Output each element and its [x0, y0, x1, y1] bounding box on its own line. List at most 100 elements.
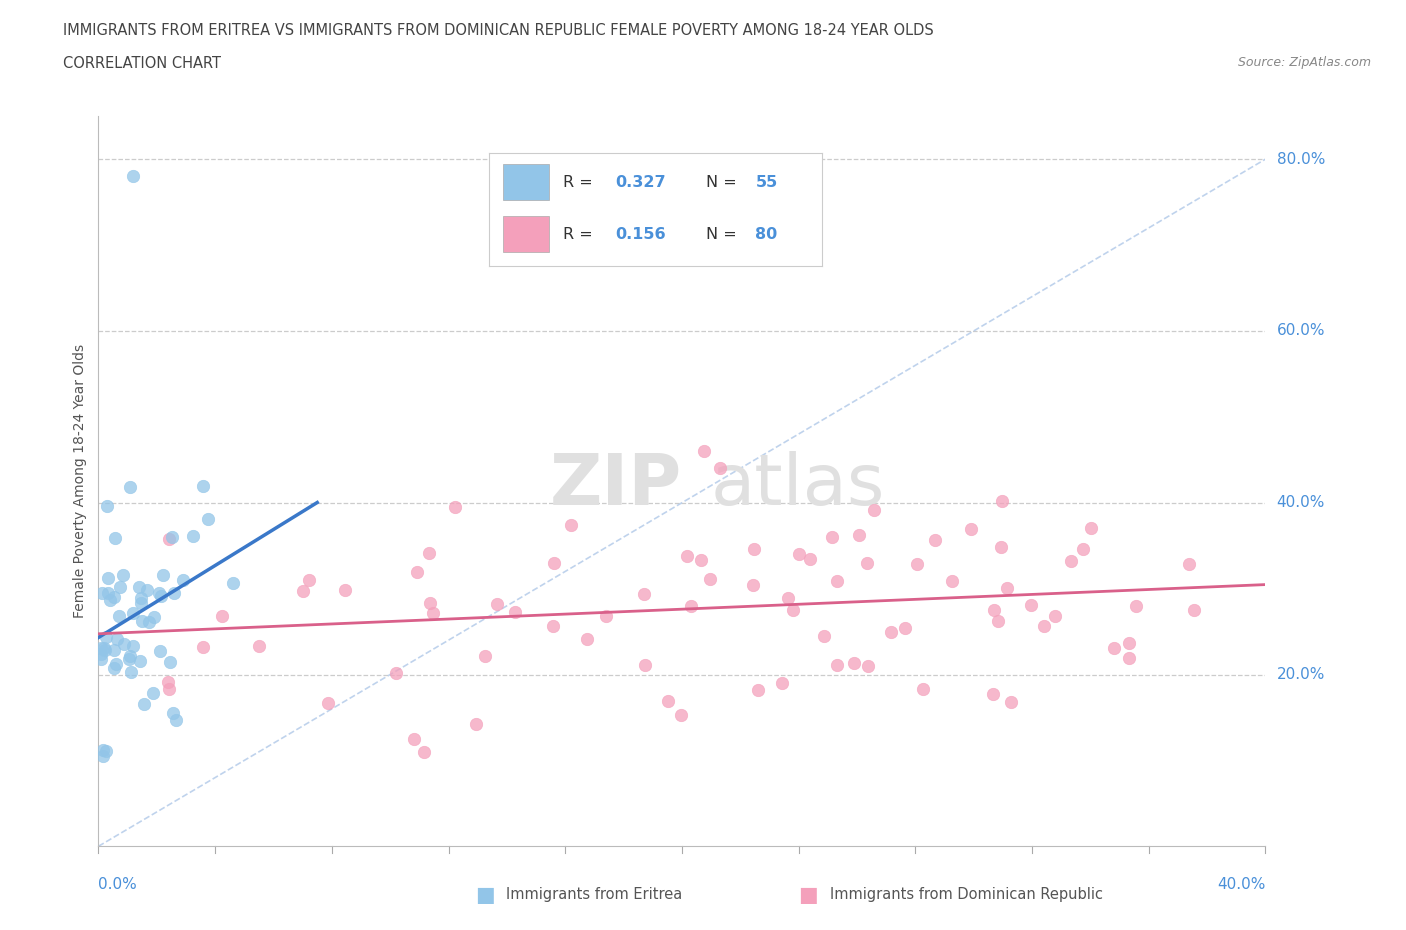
Point — [165, 712, 187, 727]
Text: Immigrants from Eritrea: Immigrants from Eritrea — [506, 887, 682, 902]
Point — [90, 641, 112, 656]
Point — [121, 639, 143, 654]
Point — [96, 498, 118, 513]
Point — [657, 694, 679, 709]
Point — [96, 630, 118, 644]
Point — [1118, 635, 1140, 650]
Point — [136, 583, 159, 598]
Point — [676, 549, 699, 564]
Point — [575, 631, 598, 646]
Point — [991, 494, 1014, 509]
Point — [1019, 597, 1042, 612]
Point — [990, 539, 1012, 554]
Point — [1104, 640, 1126, 655]
Point — [91, 585, 114, 600]
Point — [709, 461, 731, 476]
Point — [474, 649, 496, 664]
Point — [893, 621, 915, 636]
Point — [335, 582, 357, 597]
Point — [693, 444, 716, 458]
Point — [138, 615, 160, 630]
Point — [94, 643, 117, 658]
Point — [94, 744, 117, 759]
Point — [742, 578, 765, 592]
Point — [211, 609, 233, 624]
Point — [134, 697, 156, 711]
Point — [1184, 603, 1206, 618]
Point — [97, 586, 120, 601]
Point — [995, 580, 1018, 595]
Point — [1043, 609, 1066, 624]
Point — [91, 743, 114, 758]
Point — [247, 638, 270, 653]
Point — [412, 744, 434, 759]
Point — [143, 609, 166, 624]
Point — [118, 648, 141, 663]
Point — [98, 592, 121, 607]
Text: 40.0%: 40.0% — [1218, 877, 1265, 892]
Text: CORRELATION CHART: CORRELATION CHART — [63, 56, 221, 71]
Point — [148, 585, 170, 600]
Point — [782, 603, 804, 618]
Point — [848, 527, 870, 542]
Text: Immigrants from Dominican Republic: Immigrants from Dominican Republic — [830, 887, 1102, 902]
Point — [560, 518, 582, 533]
Text: Source: ZipAtlas.com: Source: ZipAtlas.com — [1237, 56, 1371, 69]
Point — [825, 658, 848, 672]
Text: 20.0%: 20.0% — [1277, 667, 1324, 682]
Point — [981, 686, 1004, 701]
Point — [91, 749, 114, 764]
Point — [402, 732, 425, 747]
Point — [1000, 695, 1022, 710]
Text: ■: ■ — [475, 884, 495, 905]
Point — [120, 665, 142, 680]
Point — [118, 480, 141, 495]
Point — [541, 618, 564, 633]
Point — [418, 595, 440, 610]
Point — [856, 658, 879, 673]
Text: 80.0%: 80.0% — [1277, 152, 1324, 166]
Point — [422, 606, 444, 621]
Point — [157, 531, 180, 546]
Point — [742, 542, 765, 557]
Point — [160, 529, 183, 544]
Point — [863, 502, 886, 517]
Point — [292, 583, 315, 598]
Point — [129, 595, 152, 610]
Point — [699, 572, 721, 587]
Point — [90, 646, 112, 661]
Point — [633, 586, 655, 601]
Point — [385, 665, 408, 680]
Point — [444, 499, 467, 514]
Point — [821, 530, 844, 545]
Point — [1125, 598, 1147, 613]
Point — [129, 654, 152, 669]
Point — [181, 528, 204, 543]
Point — [162, 706, 184, 721]
Point — [789, 547, 811, 562]
Point — [93, 641, 115, 656]
Point — [924, 533, 946, 548]
Point — [104, 657, 127, 671]
Point — [122, 169, 145, 184]
Point — [503, 604, 526, 619]
Point — [152, 567, 174, 582]
Point — [799, 551, 821, 566]
Point — [813, 629, 835, 644]
Point — [103, 643, 125, 658]
Point — [122, 605, 145, 620]
Point — [112, 636, 135, 651]
Point — [90, 651, 112, 666]
Point — [983, 603, 1005, 618]
Point — [1033, 618, 1056, 633]
Text: 0.0%: 0.0% — [98, 877, 138, 892]
Point — [634, 658, 657, 672]
Point — [318, 696, 340, 711]
Point — [960, 522, 983, 537]
Point — [149, 589, 172, 604]
Point — [117, 652, 139, 667]
Point — [842, 656, 865, 671]
Point — [418, 546, 440, 561]
Text: ZIP: ZIP — [550, 451, 682, 520]
Point — [191, 478, 214, 493]
